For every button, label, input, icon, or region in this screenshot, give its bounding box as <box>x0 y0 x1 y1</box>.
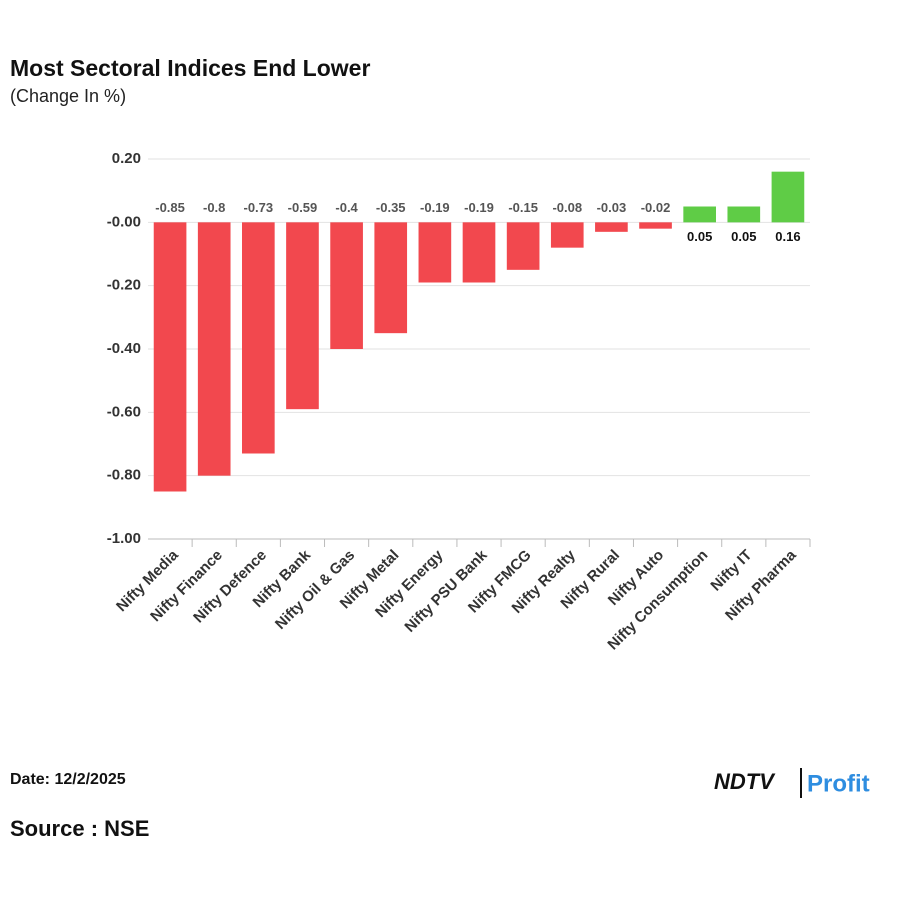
x-tick-label: Nifty Oil & Gas <box>272 547 358 633</box>
bar <box>286 222 319 410</box>
bar <box>683 206 716 223</box>
y-tick-label: -1.00 <box>107 530 141 547</box>
y-tick-label: -0.20 <box>107 277 141 294</box>
bar <box>639 222 672 229</box>
chart-subtitle: (Change In %) <box>10 86 126 106</box>
bar <box>153 222 187 492</box>
bar <box>197 222 231 476</box>
date: Date: 12/2/2025 <box>10 771 126 788</box>
bar <box>418 222 452 283</box>
bar <box>550 222 584 248</box>
bar <box>242 222 275 454</box>
value-label: -0.59 <box>288 200 318 215</box>
bar <box>462 222 496 283</box>
bar <box>727 206 761 223</box>
bar <box>771 171 805 223</box>
value-label: -0.8 <box>203 200 225 215</box>
y-tick-label: -0.80 <box>107 467 141 484</box>
value-label: -0.19 <box>420 200 450 215</box>
y-tick-label: 0.20 <box>112 150 141 167</box>
value-label: -0.08 <box>552 200 582 215</box>
bar <box>595 222 628 232</box>
value-label: -0.03 <box>597 200 627 215</box>
source: Source : NSE <box>10 816 149 841</box>
bar <box>506 222 540 270</box>
value-label: -0.19 <box>464 200 494 215</box>
value-label: 0.05 <box>687 229 712 244</box>
bar <box>374 222 408 334</box>
chart-title: Most Sectoral Indices End Lower <box>10 55 370 81</box>
value-label: 0.05 <box>731 229 756 244</box>
value-label: -0.15 <box>508 200 538 215</box>
value-label: 0.16 <box>775 229 800 244</box>
value-label: -0.85 <box>155 200 185 215</box>
bar <box>330 222 363 349</box>
y-tick-label: -0.00 <box>107 213 141 230</box>
value-label: -0.4 <box>335 200 358 215</box>
value-label: -0.02 <box>641 200 671 215</box>
y-tick-label: -0.60 <box>107 403 141 420</box>
y-tick-label: -0.40 <box>107 340 141 357</box>
value-label: -0.35 <box>376 200 406 215</box>
value-label: -0.73 <box>244 200 274 215</box>
brand-logo: NDTV <box>714 769 776 794</box>
brand-sub: Profit <box>807 770 870 797</box>
